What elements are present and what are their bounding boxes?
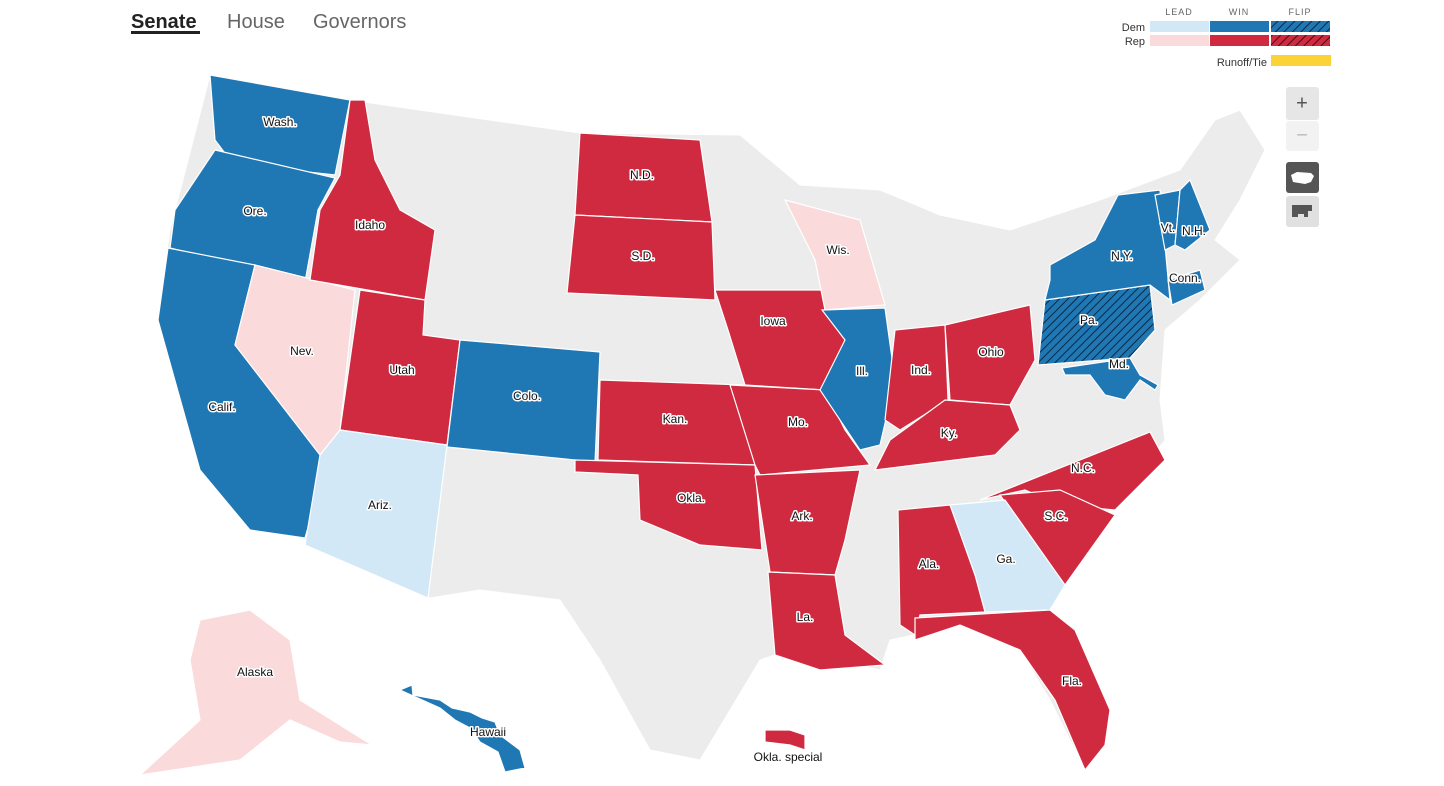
legend-runoff: Runoff/Tie [1217, 57, 1267, 69]
state-label: Iowa [760, 314, 786, 328]
legend-swatch [1271, 35, 1330, 46]
state-label: Ala. [919, 557, 940, 571]
state[interactable] [138, 609, 373, 776]
legend-column: LEAD [1165, 7, 1193, 17]
state[interactable] [979, 431, 1166, 511]
state[interactable] [897, 504, 986, 636]
state[interactable] [398, 684, 526, 773]
state-label: Utah [389, 363, 414, 377]
state[interactable] [783, 199, 886, 311]
legend-column: FLIP [1288, 7, 1311, 17]
state-label: Okla. special [754, 750, 823, 764]
state[interactable] [767, 571, 887, 671]
legend-row: Rep [1125, 36, 1145, 48]
state[interactable] [1061, 357, 1159, 401]
state-label: Ill. [856, 364, 868, 378]
state[interactable] [873, 399, 1021, 471]
us-icon [1291, 172, 1314, 184]
state-label: N.Y. [1111, 249, 1133, 263]
state[interactable] [1174, 178, 1211, 251]
cartogram-icon [1292, 205, 1312, 217]
state-label: Wis. [826, 243, 849, 257]
state-label: N.H. [1182, 224, 1206, 238]
zoom-in-label: + [1296, 92, 1308, 114]
state[interactable] [764, 729, 806, 751]
state-label: La. [797, 610, 814, 624]
state-label: Fla. [1062, 674, 1082, 688]
state-label: S.D. [631, 249, 654, 263]
legend-row: Dem [1122, 22, 1145, 34]
state[interactable] [1044, 189, 1171, 302]
state[interactable] [566, 214, 716, 301]
state-label: Vt. [1161, 221, 1176, 235]
state[interactable] [309, 99, 436, 301]
legend-swatch [1150, 35, 1209, 46]
state[interactable] [1167, 269, 1206, 306]
state-label: Pa. [1080, 313, 1098, 327]
legend-swatch [1150, 21, 1209, 32]
state[interactable] [914, 609, 1111, 772]
legend-swatch [1271, 55, 1331, 66]
state-label: Wash. [263, 115, 297, 129]
state-label: Ga. [996, 552, 1015, 566]
legend-swatch [1210, 35, 1269, 46]
tab[interactable]: House [227, 11, 285, 33]
state-label: Conn. [1169, 271, 1201, 285]
state-label: S.C. [1044, 509, 1067, 523]
state[interactable] [754, 469, 861, 576]
state[interactable] [944, 304, 1036, 406]
zoom-in-button[interactable] [1286, 87, 1319, 120]
tab[interactable]: Governors [313, 11, 406, 33]
state-label: Kan. [663, 412, 688, 426]
state-label: Okla. [677, 491, 705, 505]
state-label: Colo. [513, 389, 541, 403]
state-label: Mo. [788, 415, 808, 429]
legend-column: WIN [1229, 7, 1250, 17]
zoom-out-label: − [1296, 124, 1308, 146]
state-label: Ore. [243, 204, 266, 218]
state-label: Ohio [978, 345, 1004, 359]
state-label: Hawaii [470, 725, 506, 739]
state-label: Alaska [237, 665, 273, 679]
state-label: Ariz. [368, 498, 392, 512]
state-label: N.C. [1071, 461, 1095, 475]
state[interactable] [819, 307, 896, 451]
state-label: Md. [1109, 357, 1129, 371]
state-label: Ind. [911, 363, 931, 377]
state-label: N.D. [630, 168, 654, 182]
state-label: Ark. [791, 509, 812, 523]
tab[interactable]: Senate [131, 11, 197, 33]
state[interactable] [304, 429, 448, 599]
tab-underline [131, 31, 200, 34]
state-label: Ky. [941, 426, 957, 440]
legend-swatch [1271, 21, 1330, 32]
legend-swatch [1210, 21, 1269, 32]
state-label: Idaho [355, 218, 385, 232]
state-label: Nev. [290, 344, 314, 358]
zoom-out-button[interactable] [1286, 121, 1319, 151]
state-label: Calif. [208, 400, 235, 414]
